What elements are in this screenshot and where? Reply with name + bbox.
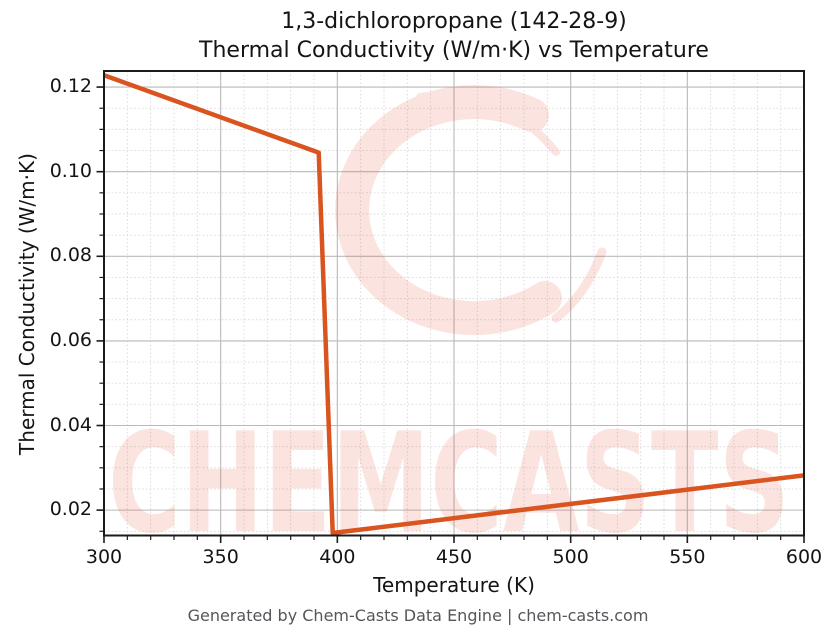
y-tick-label-0.12: 0.12	[49, 75, 92, 98]
x-tick-label-550: 550	[669, 546, 706, 568]
chart-title-line2: Thermal Conductivity (W/m·K) vs Temperat…	[199, 38, 709, 63]
footer-credit: Generated by Chem-Casts Data Engine | ch…	[187, 606, 649, 625]
y-tick-label-0.02: 0.02	[49, 498, 92, 521]
chemcasts-logo-icon	[335, 85, 562, 336]
chart-title: 1,3-dichloropropane (142-28-9) Thermal C…	[104, 7, 804, 65]
chemcasts-logo-flick-icon	[551, 247, 607, 323]
y-tick-label-0.10: 0.10	[49, 159, 92, 182]
x-tick-label-400: 400	[319, 546, 356, 568]
y-axis-label: Thermal Conductivity (W/m·K)	[15, 153, 39, 455]
y-tick-label-0.08: 0.08	[49, 244, 92, 267]
x-tick-label-450: 450	[435, 546, 473, 568]
x-tick-label-350: 350	[202, 546, 239, 568]
chemcasts-logo-accent-icon	[416, 91, 560, 156]
x-axis-label: Temperature (K)	[373, 573, 535, 597]
watermark-layer: CHEMCASTS	[108, 85, 790, 564]
y-tick-label-0.06: 0.06	[49, 328, 92, 351]
x-tick-label-600: 600	[785, 546, 823, 568]
x-tick-label-500: 500	[552, 546, 589, 568]
series-line-thermal-conductivity	[104, 73, 804, 536]
x-tick-label-300: 300	[85, 546, 123, 568]
watermark-text: CHEMCASTS	[108, 403, 790, 564]
y-tick-label-0.04: 0.04	[49, 413, 92, 436]
chart-title-line1: 1,3-dichloropropane (142-28-9)	[281, 9, 627, 34]
